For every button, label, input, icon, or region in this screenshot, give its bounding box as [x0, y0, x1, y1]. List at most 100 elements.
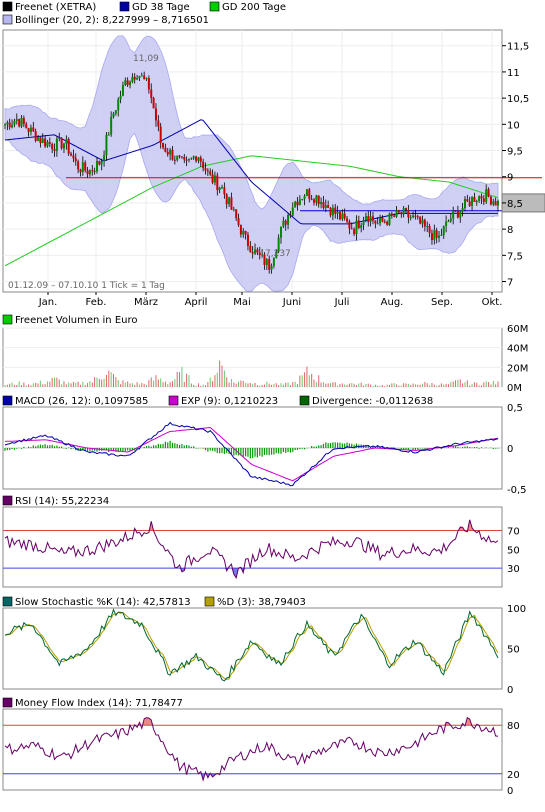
price-candle — [400, 212, 403, 215]
price-candle — [331, 207, 334, 216]
price-candle — [55, 138, 58, 151]
rsi-y-tick: 30 — [507, 564, 520, 575]
price-candle — [272, 257, 275, 266]
price-candle — [221, 187, 224, 189]
gd200-line — [4, 155, 499, 267]
price-candle — [301, 198, 304, 200]
price-candle — [461, 207, 464, 212]
price-candle — [416, 216, 419, 218]
price-candle — [315, 195, 318, 203]
price-y-tick: 7,5 — [507, 251, 523, 262]
price-candle — [338, 211, 341, 220]
price-candle — [371, 216, 374, 221]
price-candle — [367, 216, 370, 222]
price-candle — [402, 208, 405, 215]
price-y-tick: 11,5 — [507, 42, 529, 53]
price-candle — [468, 201, 471, 206]
gd200-legend-swatch — [209, 1, 220, 12]
price-candle — [62, 143, 65, 149]
price-candle — [46, 142, 49, 147]
price-candle — [265, 259, 268, 265]
price-candle — [119, 95, 122, 100]
price-candle — [471, 197, 474, 206]
price-candle — [138, 75, 141, 78]
gd38-legend-label: GD 38 Tage — [132, 2, 190, 13]
price-candle — [77, 161, 80, 170]
freenet-legend-label: Freenet (XETRA) — [15, 2, 96, 13]
mfi-legend-swatch — [2, 697, 13, 708]
price-candle — [279, 226, 282, 238]
price-candle — [79, 169, 82, 173]
price-candle — [164, 147, 167, 152]
price-candle — [397, 210, 400, 213]
price-candle — [13, 120, 16, 125]
exp-legend-swatch — [168, 395, 179, 406]
current-price-label: 8,5 — [507, 199, 523, 210]
price-candle — [329, 207, 332, 216]
price-candle — [343, 213, 346, 219]
rsi-legend-swatch — [2, 495, 13, 506]
price-candle — [237, 218, 240, 225]
price-y-tick: 7 — [507, 278, 513, 289]
price-candle — [463, 199, 466, 208]
price-candle — [136, 77, 139, 80]
gd200-legend-label: GD 200 Tage — [222, 2, 286, 13]
date-range-label: 01.12.09 – 07.10.10 1 Tick = 1 Tag — [8, 281, 165, 291]
price-candle — [346, 218, 349, 222]
price-candle — [244, 230, 247, 235]
month-label: Jan. — [38, 297, 58, 308]
price-candle — [8, 122, 11, 128]
price-candle — [93, 170, 96, 172]
price-candle — [442, 226, 445, 235]
price-candle — [369, 216, 372, 222]
gd38-legend-swatch — [119, 1, 130, 12]
price-candle — [421, 219, 424, 224]
price-candle — [284, 220, 287, 225]
price-candle — [197, 157, 200, 161]
stoch-y-tick: 0 — [507, 685, 513, 696]
volume-y-tick: 60M — [507, 324, 528, 335]
macd-y-tick: 0,5 — [507, 403, 523, 414]
price-candle — [310, 198, 313, 200]
price-candle — [360, 224, 363, 228]
price-candle — [303, 196, 306, 199]
price-candle — [81, 162, 84, 173]
price-candle — [27, 128, 30, 132]
bollinger-legend-swatch — [2, 14, 13, 25]
price-candle — [386, 221, 389, 225]
price-candle — [447, 221, 450, 223]
stoch-d-legend-swatch — [204, 596, 215, 607]
price-candle — [364, 216, 367, 221]
price-candle — [4, 124, 6, 126]
rsi-legend-label: RSI (14): 55,22234 — [15, 496, 109, 507]
price-candle — [263, 254, 266, 265]
volume-legend-label: Freenet Volumen in Euro — [15, 315, 137, 326]
month-label: Juli — [334, 297, 350, 308]
price-candle — [6, 122, 9, 125]
price-candle — [180, 156, 183, 158]
price-candle — [390, 213, 393, 216]
price-candle — [15, 119, 18, 121]
price-y-tick: 10,5 — [507, 94, 529, 105]
rsi-line — [4, 519, 499, 580]
price-candle — [353, 229, 356, 235]
price-candle — [334, 207, 337, 214]
price-candle — [187, 159, 190, 161]
price-candle — [60, 137, 63, 149]
price-candle — [249, 245, 252, 253]
price-candle — [190, 157, 193, 160]
macd-y-tick: 0 — [507, 444, 513, 455]
price-candle — [478, 196, 481, 201]
price-candle — [482, 198, 485, 202]
price-candle — [412, 215, 415, 218]
price-candle — [428, 226, 431, 234]
price-candle — [282, 220, 285, 227]
price-candle — [489, 196, 492, 205]
exp-legend-label: EXP (9): 0,1210223 — [181, 396, 278, 407]
price-candle — [393, 215, 396, 217]
price-candle — [497, 200, 499, 206]
price-candle — [70, 153, 73, 156]
price-candle — [202, 161, 205, 169]
stoch-y-tick: 100 — [507, 604, 526, 615]
